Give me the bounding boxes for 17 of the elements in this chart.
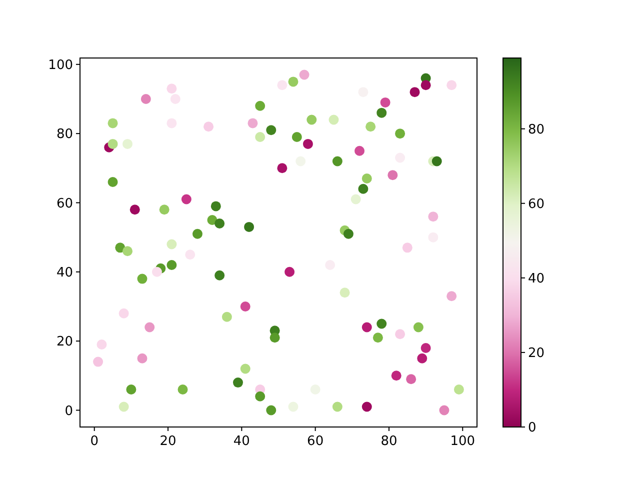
color-bar-label: 20: [528, 346, 545, 362]
x-tick-label: 80: [380, 434, 398, 449]
x-tick-label: 100: [450, 434, 476, 449]
y-tick-label: 0: [64, 404, 73, 419]
y-tick-label: 20: [56, 334, 73, 350]
x-tick-label: 60: [307, 434, 324, 449]
x-tick-label: 20: [160, 434, 176, 449]
x-tick-label: 0: [90, 434, 99, 449]
y-tick-label: 100: [48, 58, 73, 73]
color-bar-label: 40: [528, 271, 545, 286]
x-tick-label: 40: [233, 434, 250, 449]
color-bar-label: 80: [528, 122, 545, 138]
y-tick-label: 60: [56, 196, 73, 212]
y-tick-label: 40: [56, 265, 73, 280]
y-tick-label: 80: [56, 127, 73, 142]
color-bar-label: 60: [528, 196, 545, 212]
color-bar-label: 0: [528, 420, 536, 436]
